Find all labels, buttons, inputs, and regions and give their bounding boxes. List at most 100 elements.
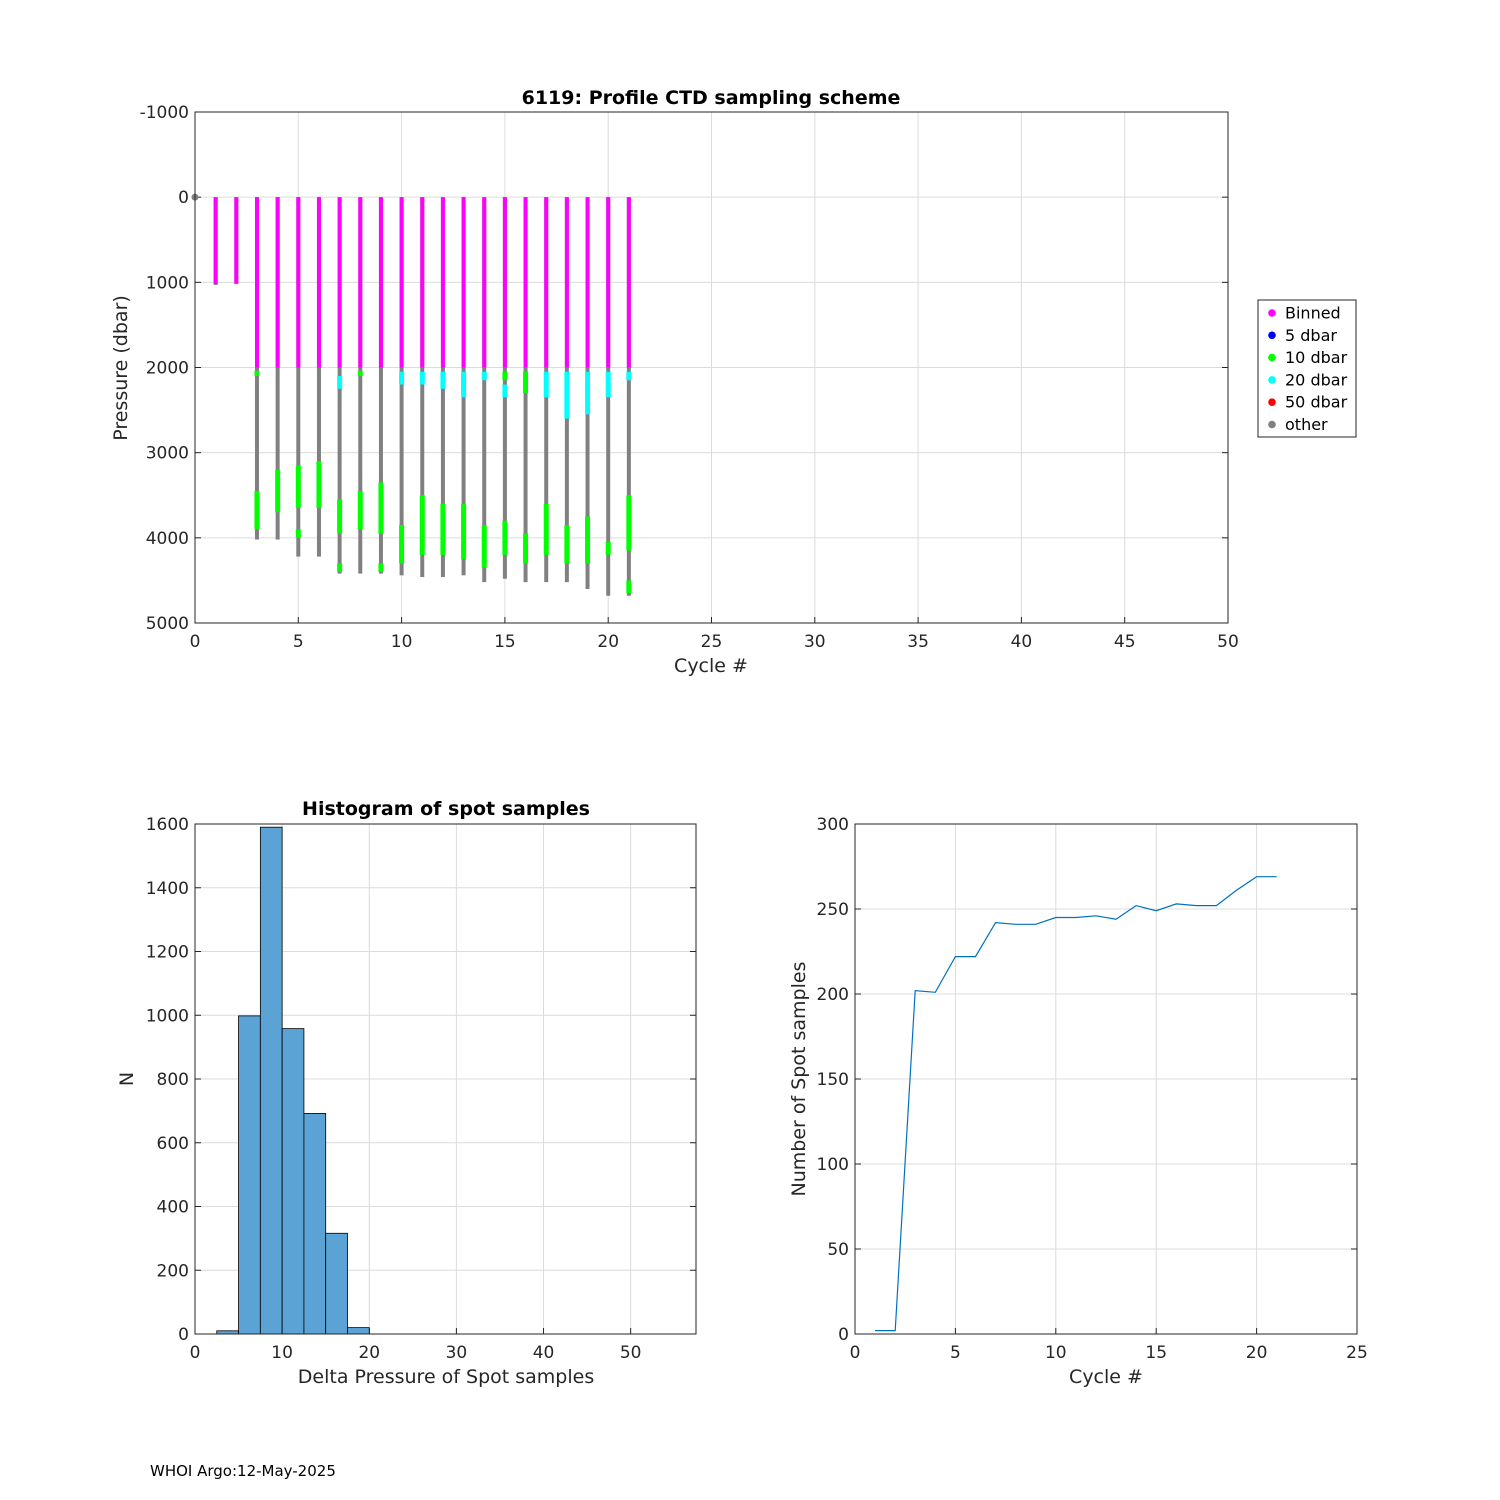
y-tick-label: 2000 xyxy=(146,359,189,379)
profile-6-other xyxy=(316,197,321,557)
legend-entry: 10 dbar xyxy=(1285,348,1348,367)
profile-14-binned xyxy=(482,197,487,368)
spot-samples-ylabel: Number of Spot samples xyxy=(788,962,810,1197)
profile-3-10dbar xyxy=(254,490,260,530)
profile-4-10dbar xyxy=(275,469,281,513)
profile-8-10dbar xyxy=(357,370,363,377)
profile-16-10dbar xyxy=(523,533,529,564)
y-tick-label: 5000 xyxy=(146,614,189,634)
x-tick-label: 45 xyxy=(1114,632,1136,652)
profile-7-20dbar xyxy=(337,376,343,389)
y-tick-label: 0 xyxy=(178,188,189,208)
profile-12-10dbar xyxy=(440,503,446,555)
x-tick-label: 20 xyxy=(1246,1343,1268,1363)
profile-18-10dbar xyxy=(564,525,570,564)
profile-9-10dbar xyxy=(378,563,384,572)
histogram-bar xyxy=(259,826,283,1335)
legend-box xyxy=(1257,299,1357,438)
x-tick-label: 5 xyxy=(293,632,304,652)
profile-9-other xyxy=(378,197,383,574)
profile-9-10dbar xyxy=(378,482,384,534)
y-tick-label: 600 xyxy=(157,1134,189,1154)
spot-samples-series xyxy=(875,876,1277,1332)
profile-10-10dbar xyxy=(399,525,405,564)
x-tick-label: 30 xyxy=(804,632,826,652)
y-tick-label: 200 xyxy=(817,985,849,1005)
profile-12-binned xyxy=(440,197,445,368)
legend-entry: 50 dbar xyxy=(1285,393,1348,412)
profile-20-binned xyxy=(606,197,611,368)
x-tick-label: 25 xyxy=(1346,1343,1368,1363)
histogram-bar xyxy=(347,1327,370,1335)
x-tick-label: 40 xyxy=(533,1343,555,1363)
profile-7-10dbar xyxy=(337,563,343,572)
sampling-scheme-profiles xyxy=(191,193,632,596)
histogram-chart: 0 10 20 30 40 50 0 200 400 600 800 1000 1200 1400 1600… xyxy=(116,798,697,1388)
profile-17-binned xyxy=(544,197,549,368)
profile-3-binned xyxy=(254,197,259,368)
y-tick-label: 100 xyxy=(817,1155,849,1175)
profile-7-10dbar xyxy=(337,499,343,534)
legend-entry: other xyxy=(1285,415,1328,434)
profile-7-binned xyxy=(337,197,342,368)
profile-21-10dbar xyxy=(626,580,632,594)
profile-19-binned xyxy=(585,197,590,368)
x-tick-label: 35 xyxy=(907,632,929,652)
profile-15-10dbar xyxy=(502,520,508,555)
y-tick-label: 3000 xyxy=(146,444,189,464)
profile-15-20dbar xyxy=(502,384,508,398)
profile-10-20dbar xyxy=(399,371,405,385)
profile-3-10dbar xyxy=(254,370,260,377)
x-tick-label: 40 xyxy=(1011,632,1033,652)
profile-3-other xyxy=(254,197,259,540)
x-tick-label: 25 xyxy=(701,632,723,652)
legend-marker xyxy=(1268,376,1276,384)
profile-5-10dbar xyxy=(295,529,301,538)
histogram-title: Histogram of spot samples xyxy=(302,798,590,820)
legend-marker xyxy=(1268,353,1276,362)
profile-13-20dbar xyxy=(461,371,467,398)
sampling-scheme-axes-box xyxy=(194,111,1229,624)
x-tick-label: 10 xyxy=(271,1343,293,1363)
y-tick-label: 1200 xyxy=(146,943,189,963)
legend-marker xyxy=(1268,398,1276,407)
profile-21-20dbar xyxy=(626,371,632,381)
profile-14-10dbar xyxy=(481,525,487,568)
histogram-bar xyxy=(281,1028,305,1335)
profile-20-20dbar xyxy=(605,371,611,398)
histogram-bar xyxy=(238,1015,261,1335)
profile-10-binned xyxy=(399,197,404,368)
x-tick-label: 10 xyxy=(391,632,413,652)
spot-samples-axes-box xyxy=(854,823,1358,1335)
profile-11-20dbar xyxy=(419,371,425,385)
spot-samples-xlabel: Cycle # xyxy=(1069,1366,1143,1388)
profile-8-10dbar xyxy=(357,490,363,530)
legend-entry: 20 dbar xyxy=(1285,370,1348,389)
profile-14-20dbar xyxy=(481,371,487,381)
profile-19-20dbar xyxy=(585,371,591,415)
profile-21-binned xyxy=(626,197,631,368)
y-tick-label: 800 xyxy=(157,1070,189,1090)
x-tick-label: 20 xyxy=(358,1343,380,1363)
profile-20-10dbar xyxy=(605,542,611,555)
profile-16-binned xyxy=(523,197,528,368)
profile-18-20dbar xyxy=(564,371,570,419)
profile-2-binned xyxy=(234,197,239,284)
sampling-scheme-grid xyxy=(194,111,1229,624)
profile-4-binned xyxy=(275,197,280,368)
sampling-scheme-title: 6119: Profile CTD sampling scheme xyxy=(522,87,901,109)
profile-21-10dbar xyxy=(626,495,632,551)
profile-8-other xyxy=(358,197,363,574)
x-tick-label: 5 xyxy=(950,1343,961,1363)
profile-5-other xyxy=(296,197,301,557)
y-tick-label: 50 xyxy=(827,1240,849,1260)
profile-6-10dbar xyxy=(316,461,322,509)
profile-21-other xyxy=(626,197,631,596)
profile-11-other xyxy=(420,197,425,578)
y-tick-label: 1000 xyxy=(146,1006,189,1026)
profile-17-20dbar xyxy=(543,371,549,398)
footer-credit: WHOI Argo:12-May-2025 xyxy=(150,1462,336,1480)
x-tick-label: 15 xyxy=(1145,1343,1167,1363)
